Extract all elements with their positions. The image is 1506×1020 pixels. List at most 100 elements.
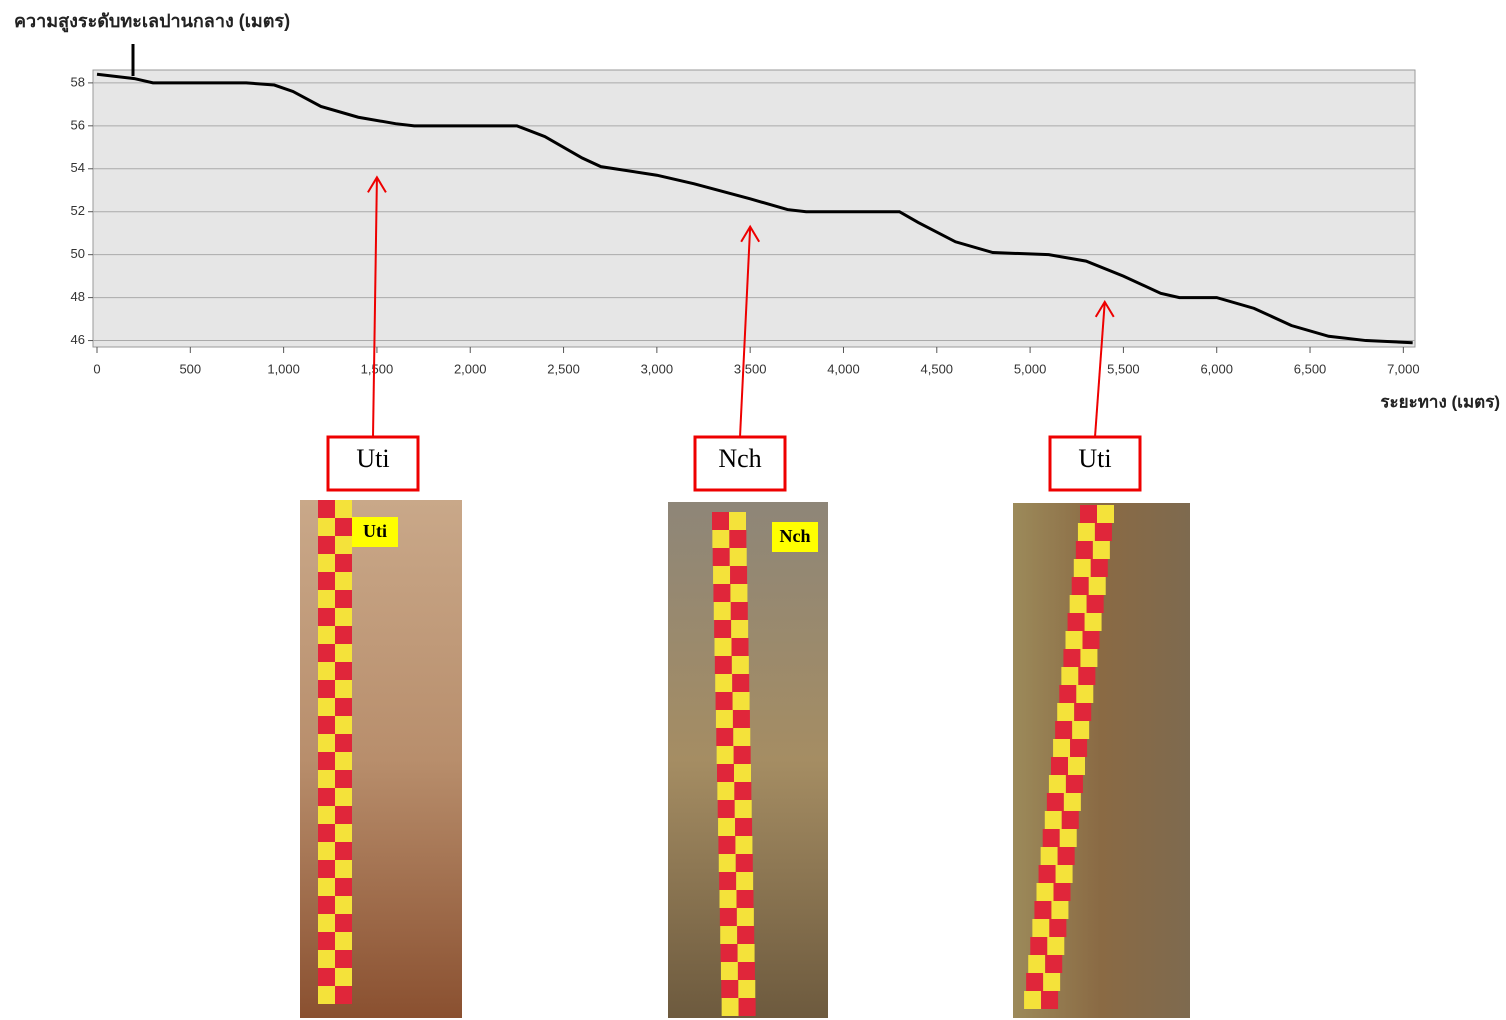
ruler-cell bbox=[318, 860, 335, 878]
ruler-cell bbox=[717, 782, 734, 800]
ruler-cell bbox=[335, 968, 352, 986]
ruler-cell bbox=[716, 728, 733, 746]
ruler-cell bbox=[335, 698, 352, 716]
ruler-cell bbox=[335, 986, 352, 1004]
ruler-cell bbox=[1063, 649, 1080, 667]
ruler-cell bbox=[713, 548, 730, 566]
ruler-cell bbox=[318, 716, 335, 734]
ruler-cell bbox=[1080, 649, 1097, 667]
annotation-label: Uti bbox=[356, 444, 389, 473]
ruler-cell bbox=[318, 842, 335, 860]
x-tick-label: 2,500 bbox=[547, 361, 580, 376]
ruler-cell bbox=[736, 872, 753, 890]
ruler-cell bbox=[335, 932, 352, 950]
ruler-cell bbox=[1024, 991, 1041, 1009]
ruler-cell bbox=[716, 710, 733, 728]
x-axis-label: ระยะทาง (เมตร) bbox=[1380, 392, 1500, 411]
ruler-cell bbox=[738, 980, 755, 998]
ruler-cell bbox=[738, 944, 755, 962]
ruler-cell bbox=[721, 980, 738, 998]
ruler-cell bbox=[1026, 973, 1043, 991]
ruler-cell bbox=[318, 626, 335, 644]
ruler-cell bbox=[1053, 739, 1070, 757]
ruler-cell bbox=[318, 968, 335, 986]
ruler-cell bbox=[1060, 829, 1077, 847]
ruler-cell bbox=[1030, 937, 1047, 955]
x-tick-label: 0 bbox=[93, 361, 100, 376]
x-tick-label: 6,500 bbox=[1294, 361, 1327, 376]
ruler-cell bbox=[1032, 919, 1049, 937]
annotation-label: Uti bbox=[1078, 444, 1111, 473]
ruler-cell bbox=[318, 554, 335, 572]
ruler-cell bbox=[1087, 595, 1104, 613]
ruler-cell bbox=[335, 770, 352, 788]
ruler-cell bbox=[733, 710, 750, 728]
ruler-cell bbox=[730, 548, 747, 566]
ruler-cell bbox=[335, 644, 352, 662]
y-tick-label: 58 bbox=[71, 74, 85, 89]
ruler-cell bbox=[1097, 505, 1114, 523]
ruler-cell bbox=[732, 674, 749, 692]
ruler-cell bbox=[1058, 847, 1075, 865]
ruler-cell bbox=[335, 662, 352, 680]
ruler-cell bbox=[1041, 847, 1058, 865]
x-tick-label: 5,000 bbox=[1014, 361, 1047, 376]
ruler-cell bbox=[1054, 883, 1071, 901]
ruler-cell bbox=[721, 944, 738, 962]
ruler-cell bbox=[318, 752, 335, 770]
ruler-cell bbox=[1072, 721, 1089, 739]
ruler-cell bbox=[335, 518, 352, 536]
ruler-cell bbox=[737, 908, 754, 926]
x-tick-label: 500 bbox=[179, 361, 201, 376]
ruler-cell bbox=[1051, 901, 1068, 919]
ruler-cell bbox=[335, 716, 352, 734]
ruler-cell bbox=[717, 746, 734, 764]
ruler-cell bbox=[1057, 703, 1074, 721]
y-tick-label: 54 bbox=[71, 160, 85, 175]
ruler-cell bbox=[719, 854, 736, 872]
ruler-cell bbox=[716, 692, 733, 710]
ruler-cell bbox=[318, 878, 335, 896]
ruler-cell bbox=[1095, 523, 1112, 541]
ruler-cell bbox=[1089, 577, 1106, 595]
x-tick-label: 7,000 bbox=[1387, 361, 1420, 376]
ruler-cell bbox=[335, 608, 352, 626]
ruler-cell bbox=[1051, 757, 1068, 775]
ruler-cell bbox=[1093, 541, 1110, 559]
ruler-cell bbox=[738, 962, 755, 980]
ruler-cell bbox=[1068, 613, 1085, 631]
y-tick-label: 46 bbox=[71, 332, 85, 347]
ruler-cell bbox=[734, 764, 751, 782]
ruler-cell bbox=[335, 536, 352, 554]
ruler-cell bbox=[1039, 865, 1056, 883]
ruler-cell bbox=[1078, 523, 1095, 541]
ruler-cell bbox=[1034, 901, 1051, 919]
ruler-cell bbox=[1076, 541, 1093, 559]
ruler-cell bbox=[1085, 613, 1102, 631]
ruler-cell bbox=[335, 806, 352, 824]
ruler-cell bbox=[1037, 883, 1054, 901]
x-tick-label: 4,500 bbox=[921, 361, 954, 376]
chart: ความสูงระดับทะเลปานกลาง (เมตร) ระยะทาง (… bbox=[0, 0, 1506, 1020]
ruler-cell bbox=[335, 554, 352, 572]
ruler-cell bbox=[718, 836, 735, 854]
x-tick-label: 1,500 bbox=[361, 361, 394, 376]
ruler-cell bbox=[1066, 775, 1083, 793]
ruler-cell bbox=[1070, 595, 1087, 613]
ruler-cell bbox=[732, 656, 749, 674]
ruler-cell bbox=[335, 590, 352, 608]
ruler-cell bbox=[318, 608, 335, 626]
ruler-cell bbox=[335, 788, 352, 806]
x-tick-label: 1,000 bbox=[267, 361, 300, 376]
ruler-cell bbox=[731, 602, 748, 620]
ruler-cell bbox=[1043, 973, 1060, 991]
ruler-cell bbox=[735, 800, 752, 818]
ruler-cell bbox=[713, 566, 730, 584]
ruler-cell bbox=[1064, 793, 1081, 811]
ruler-cell bbox=[318, 770, 335, 788]
y-tick-label: 50 bbox=[71, 246, 85, 261]
ruler-cell bbox=[318, 500, 335, 518]
x-tick-label: 3,500 bbox=[734, 361, 767, 376]
ruler-cell bbox=[1078, 667, 1095, 685]
ruler-cell bbox=[731, 620, 748, 638]
